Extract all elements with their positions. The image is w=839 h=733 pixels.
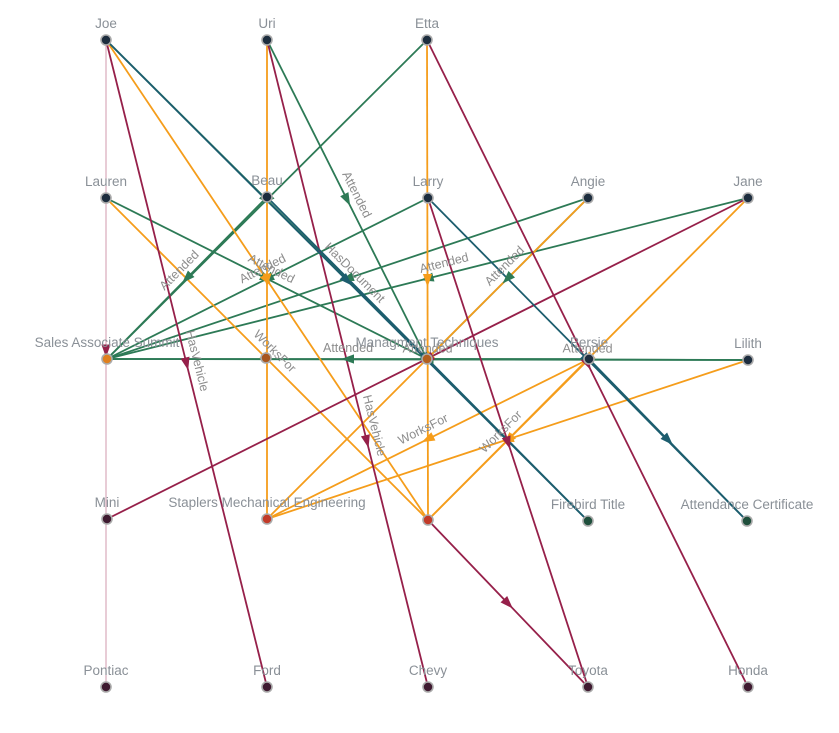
graph-node-mini[interactable] <box>101 513 113 525</box>
edge-arrowhead-beau-sas <box>182 270 195 283</box>
edge-label-attended-11: Attended <box>562 341 612 355</box>
node-label-honda: Honda <box>728 663 768 678</box>
graph-node-ford[interactable] <box>261 681 273 693</box>
edge-arrowhead-joe-ford <box>180 356 190 371</box>
graph-node-uri[interactable] <box>261 34 273 46</box>
graph-node-attcert[interactable] <box>741 515 753 527</box>
edge-arrowhead-angie-mt <box>502 271 515 284</box>
node-label-lilith: Lilith <box>734 336 762 351</box>
graph-node-event2[interactable] <box>260 352 272 364</box>
edge-arrowhead-uri-staplers <box>262 273 272 287</box>
graph-node-angie[interactable] <box>582 192 594 204</box>
node-label-chevy: Chevy <box>409 663 448 678</box>
edge-arrowhead-uri-chevy <box>360 434 370 448</box>
node-label-mini: Mini <box>95 495 120 510</box>
node-label-persie: Persie <box>570 335 608 350</box>
graph-node-persie[interactable] <box>583 353 595 365</box>
node-label-firebird: Firebird Title <box>551 497 625 512</box>
edge-arrowhead-etta-company2 <box>422 273 433 287</box>
node-label-beau: Beau <box>251 173 283 188</box>
node-label-jane: Jane <box>733 174 762 189</box>
node-labels-layer: Joe Uri Etta Lauren Beau Larry Angie Jane Sales … <box>35 16 814 678</box>
graph-node-pontiac[interactable] <box>100 681 112 693</box>
graph-node-honda[interactable] <box>742 681 754 693</box>
edge-label-attended-6: Attended <box>402 341 452 355</box>
edge-arrowhead-persie-attcert <box>660 432 673 446</box>
node-label-ford: Ford <box>253 663 281 678</box>
edge-label-attended-5: Attended <box>323 341 373 355</box>
edge-hasvehicle-uri-chevy[interactable] <box>266 39 429 688</box>
graph-node-chevy[interactable] <box>422 681 434 693</box>
edge-arrowhead-larry-toyota <box>501 435 511 450</box>
graph-node-mt[interactable] <box>421 353 433 365</box>
edge-arrowhead-persie-sas <box>341 354 354 364</box>
graph-node-toyota[interactable] <box>582 681 594 693</box>
edge-arrowhead-joe-firebird <box>339 273 352 286</box>
graph-node-etta[interactable] <box>421 34 433 46</box>
graph-node-staplers[interactable] <box>261 513 273 525</box>
node-label-lauren: Lauren <box>85 174 127 189</box>
node-label-larry: Larry <box>413 174 444 189</box>
node-label-staplers: Staplers Mechanical Engineering <box>168 495 365 510</box>
edge-arrowhead-persie-staplers <box>421 432 436 443</box>
node-label-pontiac: Pontiac <box>83 663 128 678</box>
graph-node-sas[interactable] <box>101 353 113 365</box>
node-label-toyota: Toyota <box>568 663 608 678</box>
graph-node-firebird[interactable] <box>582 515 594 527</box>
node-label-angie: Angie <box>571 174 606 189</box>
nodes-layer <box>100 34 754 693</box>
node-label-mt: Managment Techniques <box>355 335 498 350</box>
graph-node-joe[interactable] <box>100 34 112 46</box>
node-label-uri: Uri <box>258 16 275 31</box>
node-label-joe: Joe <box>95 16 117 31</box>
edge-label-attended-4: Attended <box>418 250 470 276</box>
node-label-sas: Sales Associate Summit <box>35 335 180 350</box>
node-label-etta: Etta <box>415 16 440 31</box>
graph-node-company2[interactable] <box>422 514 434 526</box>
edge-arrowhead-company2-toyota <box>500 595 513 609</box>
graph-node-larry[interactable] <box>422 192 434 204</box>
graph-node-jane[interactable] <box>742 192 754 204</box>
edge-arrowhead-joe-pontiac <box>101 344 111 358</box>
node-label-attcert: Attendance Certificate <box>681 497 814 512</box>
graph-node-lilith[interactable] <box>742 354 754 366</box>
graph-node-beau[interactable] <box>261 191 273 203</box>
graph-node-lauren[interactable] <box>100 192 112 204</box>
edge-arrowhead-uri-mt <box>340 192 351 206</box>
